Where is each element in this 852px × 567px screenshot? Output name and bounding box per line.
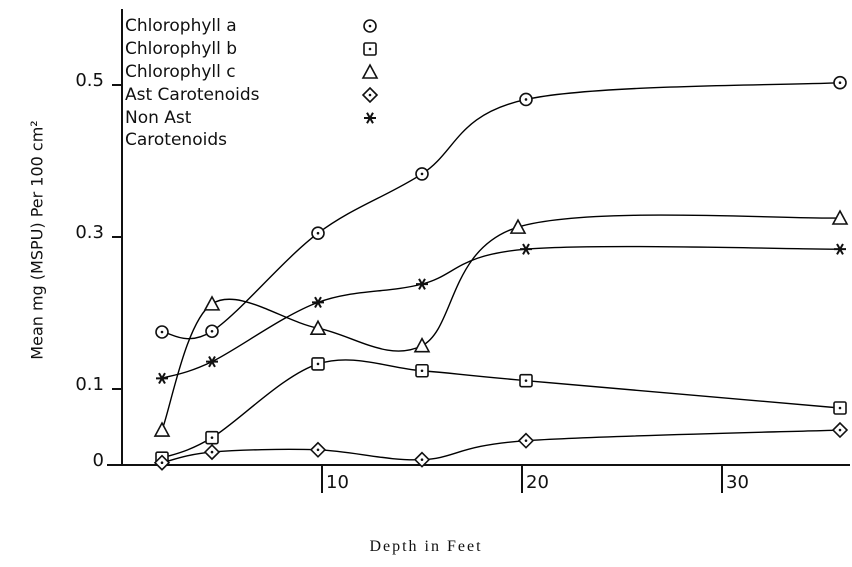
x-tick-label: 20 [526,472,549,493]
x-tick-label: 30 [726,472,749,493]
legend-label: Chlorophyll c [125,62,236,82]
x-axis-label: Depth in Feet [369,538,483,555]
marker-dot [368,93,372,97]
marker-dot [210,329,214,333]
marker [416,278,428,290]
marker-dot [838,81,842,85]
marker-dot [316,231,320,235]
marker [312,296,324,309]
marker [361,63,379,79]
legend-marker [363,19,377,33]
legend-label: Ast Carotenoids [125,85,260,105]
marker-dot [368,47,372,51]
marker-dot [524,98,528,101]
marker [203,295,221,311]
legend-marker [361,86,379,104]
marker [364,112,376,124]
legend-marker [361,63,379,79]
marker [520,243,532,255]
series [153,421,849,471]
marker-dot [420,369,424,373]
y-tick-label: 0.3 [75,222,104,243]
legend-label: Chlorophyll a [125,16,237,36]
series [153,209,849,437]
x-tick-label: 10 [326,472,349,493]
legend-marker [363,42,377,56]
marker-dot [524,379,528,382]
marker-dot [210,450,214,454]
legend-marker [364,112,376,124]
y-tick-label: 0.5 [75,70,104,91]
marker-dot [420,172,424,176]
marker [509,218,527,234]
marker [834,243,846,255]
marker-dot [838,428,842,432]
marker-dot [838,406,842,410]
series [155,75,847,340]
series [156,243,846,385]
series-line [161,245,841,380]
legend-label: Chlorophyll b [125,39,238,59]
marker-dot [316,448,320,452]
marker [831,209,849,225]
y-tick-label: 0.1 [75,374,104,395]
series [155,357,847,465]
y-axis-label: Mean mg (MSPU) Per 100 cm² [28,120,47,359]
legend-label: Non Ast Carotenoids [125,108,227,150]
marker-dot [420,458,424,461]
marker [309,319,327,335]
marker-dot [160,461,164,465]
marker [413,336,431,353]
marker-dot [160,330,164,334]
marker-dot [210,436,214,439]
marker [156,372,168,385]
marker-dot [368,24,372,28]
y-tick-label: 0 [93,450,104,471]
series-line [161,429,841,464]
marker [206,355,218,368]
marker-dot [524,439,528,442]
marker-dot [316,362,320,366]
marker [153,421,171,437]
